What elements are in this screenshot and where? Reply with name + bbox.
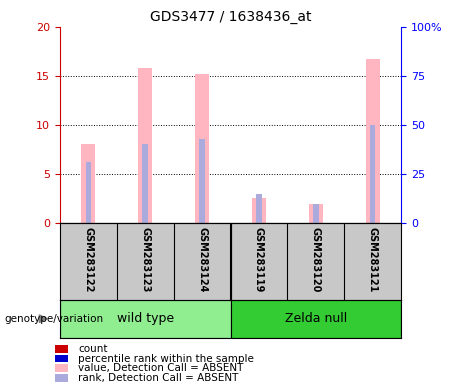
Bar: [86, 162, 91, 223]
Bar: [256, 194, 262, 223]
Text: value, Detection Call = ABSENT: value, Detection Call = ABSENT: [78, 363, 244, 373]
Bar: [142, 144, 148, 223]
Title: GDS3477 / 1638436_at: GDS3477 / 1638436_at: [150, 10, 311, 25]
Bar: [60, 300, 230, 338]
Text: GSM283122: GSM283122: [83, 227, 94, 292]
Bar: [309, 204, 323, 223]
Text: Zelda null: Zelda null: [284, 312, 347, 325]
Text: GSM283123: GSM283123: [140, 227, 150, 292]
Text: GSM283120: GSM283120: [311, 227, 321, 292]
Text: GSM283121: GSM283121: [367, 227, 378, 292]
Bar: [195, 74, 209, 223]
Bar: [199, 139, 205, 223]
Bar: [366, 59, 380, 223]
Text: rank, Detection Call = ABSENT: rank, Detection Call = ABSENT: [78, 373, 239, 383]
Text: count: count: [78, 344, 108, 354]
Text: GSM283119: GSM283119: [254, 227, 264, 292]
Bar: [138, 68, 152, 223]
Bar: [370, 125, 375, 223]
Bar: [230, 300, 401, 338]
Text: percentile rank within the sample: percentile rank within the sample: [78, 354, 254, 364]
Bar: [313, 204, 319, 223]
Bar: [81, 144, 95, 223]
Bar: [252, 198, 266, 223]
Text: GSM283124: GSM283124: [197, 227, 207, 292]
Text: wild type: wild type: [117, 312, 174, 325]
Text: genotype/variation: genotype/variation: [5, 314, 104, 324]
